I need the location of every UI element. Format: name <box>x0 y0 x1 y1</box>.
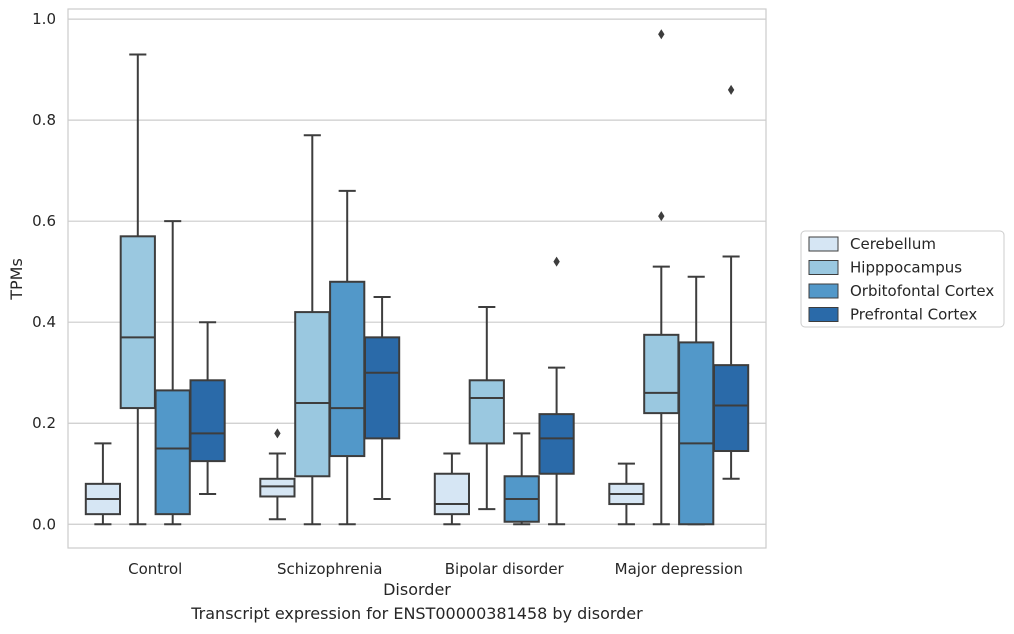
box-iqr <box>329 280 366 458</box>
box-iqr <box>154 389 191 516</box>
box-prefrontal-cortex <box>363 295 401 500</box>
box-iqr <box>538 413 575 475</box>
box-prefrontal-cortex <box>189 321 226 495</box>
legend-frame <box>800 230 1005 328</box>
legend-swatch <box>808 307 839 322</box>
outlier-marker <box>658 211 665 222</box>
box-iqr <box>468 379 505 445</box>
x-tick-label: Control <box>128 560 182 578</box>
box-cerebellum <box>84 442 122 526</box>
box-iqr <box>643 333 680 415</box>
y-tick-label: 0.6 <box>32 212 56 230</box>
legend: Cerebellum Hipppocampus Orbitofontal Corte… <box>800 230 1005 328</box>
box-series <box>84 29 750 526</box>
plot-frame <box>67 8 767 549</box>
box-hipppocampus <box>294 134 331 526</box>
y-tick-label: 0.0 <box>32 515 56 533</box>
box-iqr <box>678 341 715 526</box>
figure-caption: Transcript expression for ENST0000038145… <box>191 604 643 623</box>
box-orbitofontal-cortex <box>503 432 540 526</box>
box-cerebellum <box>433 452 471 526</box>
outlier-marker <box>553 256 560 267</box>
y-tick-label: 0.4 <box>32 313 56 331</box>
box-iqr <box>189 379 226 463</box>
legend-swatch <box>808 236 839 252</box>
legend-swatch <box>808 283 839 299</box>
box-hipppocampus <box>643 29 680 526</box>
y-tick-label: 1.0 <box>32 10 56 28</box>
x-tick-labels: Control Schizophrenia Bipolar disorder Majo… <box>128 560 743 578</box>
outlier-marker <box>274 428 281 439</box>
box-orbitofontal-cortex <box>329 189 366 526</box>
box-iqr <box>363 336 401 440</box>
box-iqr <box>259 477 296 498</box>
box-prefrontal-cortex <box>538 256 575 526</box>
legend-label: Hipppocampus <box>850 259 962 277</box>
y-tick-labels: 0.0 0.2 0.4 0.6 0.8 1.0 <box>32 10 56 533</box>
outlier-marker <box>658 29 665 40</box>
box-cerebellum <box>608 462 645 526</box>
box-iqr <box>433 472 471 516</box>
x-tick-label: Major depression <box>615 560 743 578</box>
outlier-marker <box>727 84 735 95</box>
box-iqr <box>712 364 750 453</box>
box-cerebellum <box>259 428 296 521</box>
box-prefrontal-cortex <box>712 84 750 480</box>
legend-label: Prefrontal Cortex <box>850 306 977 324</box>
box-orbitofontal-cortex <box>154 220 191 526</box>
box-iqr <box>119 235 156 410</box>
x-tick-label: Schizophrenia <box>277 560 382 578</box>
legend-label: Cerebellum <box>850 235 936 253</box>
box-hipppocampus <box>119 53 156 526</box>
x-tick-label: Bipolar disorder <box>445 560 565 578</box>
box-hipppocampus <box>468 306 505 511</box>
y-tick-label: 0.8 <box>32 111 56 129</box>
legend-swatch <box>808 260 839 275</box>
y-tick-label: 0.2 <box>32 414 56 432</box>
y-axis-label: TPMs <box>7 258 26 301</box>
box-orbitofontal-cortex <box>678 275 715 526</box>
legend-label: Orbitofontal Cortex <box>850 282 994 300</box>
x-axis-label: Disorder <box>383 580 451 599</box>
box-iqr <box>294 311 331 478</box>
